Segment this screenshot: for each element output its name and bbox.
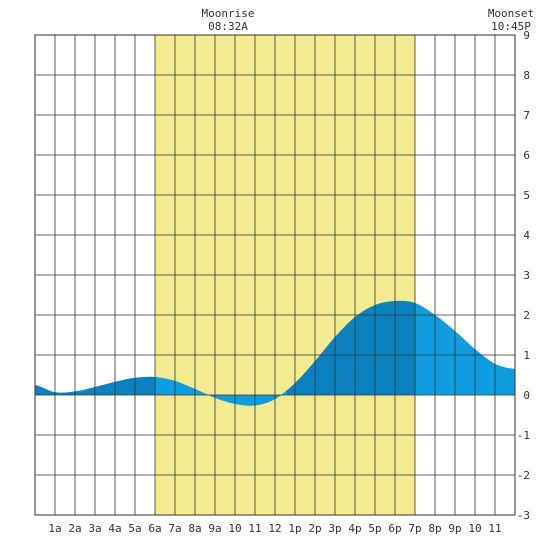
y-tick-label: 8 <box>523 69 530 82</box>
x-tick-label: 9a <box>208 522 221 535</box>
x-tick-label: 4p <box>348 522 361 535</box>
tide-area-night-late <box>415 303 515 395</box>
tide-area-day-light <box>155 377 287 406</box>
tide-area-day <box>155 300 415 406</box>
x-tick-label: 12 <box>268 522 281 535</box>
y-tick-labels: 9 8 7 6 5 4 3 2 1 0 -1 -2 -3 <box>517 29 531 522</box>
y-tick-label: 2 <box>523 309 530 322</box>
moonset-annotation: Moonset 10:45P <box>484 7 538 33</box>
x-tick-label: 2a <box>68 522 81 535</box>
x-tick-label: 7p <box>408 522 421 535</box>
x-tick-label: 11 <box>248 522 261 535</box>
x-tick-label: 5a <box>128 522 141 535</box>
x-tick-label: 9p <box>448 522 461 535</box>
moonrise-time: 08:32A <box>208 20 248 33</box>
plot-frame <box>34 34 516 516</box>
y-tick-label: 4 <box>523 229 530 242</box>
y-tick-label: 5 <box>523 189 530 202</box>
moonrise-annotation: Moonrise 08:32A <box>198 7 258 33</box>
x-tick-label: 10 <box>468 522 481 535</box>
x-tick-label: 4a <box>108 522 121 535</box>
tide-layer <box>35 300 515 406</box>
x-tick-label: 3a <box>88 522 101 535</box>
y-tick-label: -2 <box>517 469 530 482</box>
x-tick-label: 6a <box>148 522 161 535</box>
grid-layer <box>34 34 516 516</box>
y-tick-label: -1 <box>517 429 530 442</box>
x-tick-label: 10 <box>228 522 241 535</box>
x-tick-label: 6p <box>388 522 401 535</box>
y-tick-label: 9 <box>523 29 530 42</box>
y-tick-label: -3 <box>517 509 530 522</box>
tide-area-night-early <box>35 376 155 395</box>
moonset-label: Moonset <box>487 7 535 20</box>
x-tick-label: 11 <box>488 522 501 535</box>
x-tick-labels: 1a 2a 3a 4a 5a 6a 7a 8a 9a 10 11 12 1p 2p 3p 4p 5p 6p 7p 8p… <box>48 522 501 535</box>
x-tick-label: 7a <box>168 522 181 535</box>
x-tick-label: 1p <box>288 522 301 535</box>
x-tick-label: 8p <box>428 522 441 535</box>
x-tick-label: 1a <box>48 522 61 535</box>
y-tick-label: 7 <box>523 109 530 122</box>
x-tick-label: 5p <box>368 522 381 535</box>
x-tick-label: 2p <box>308 522 321 535</box>
y-tick-label: 6 <box>523 149 530 162</box>
moonrise-label: Moonrise <box>201 7 255 20</box>
x-tick-label: 3p <box>328 522 341 535</box>
y-tick-label: 3 <box>523 269 530 282</box>
y-tick-label: 1 <box>523 349 530 362</box>
x-tick-label: 8a <box>188 522 201 535</box>
y-tick-label: 0 <box>523 389 530 402</box>
moonset-time: 10:45P <box>491 20 531 33</box>
